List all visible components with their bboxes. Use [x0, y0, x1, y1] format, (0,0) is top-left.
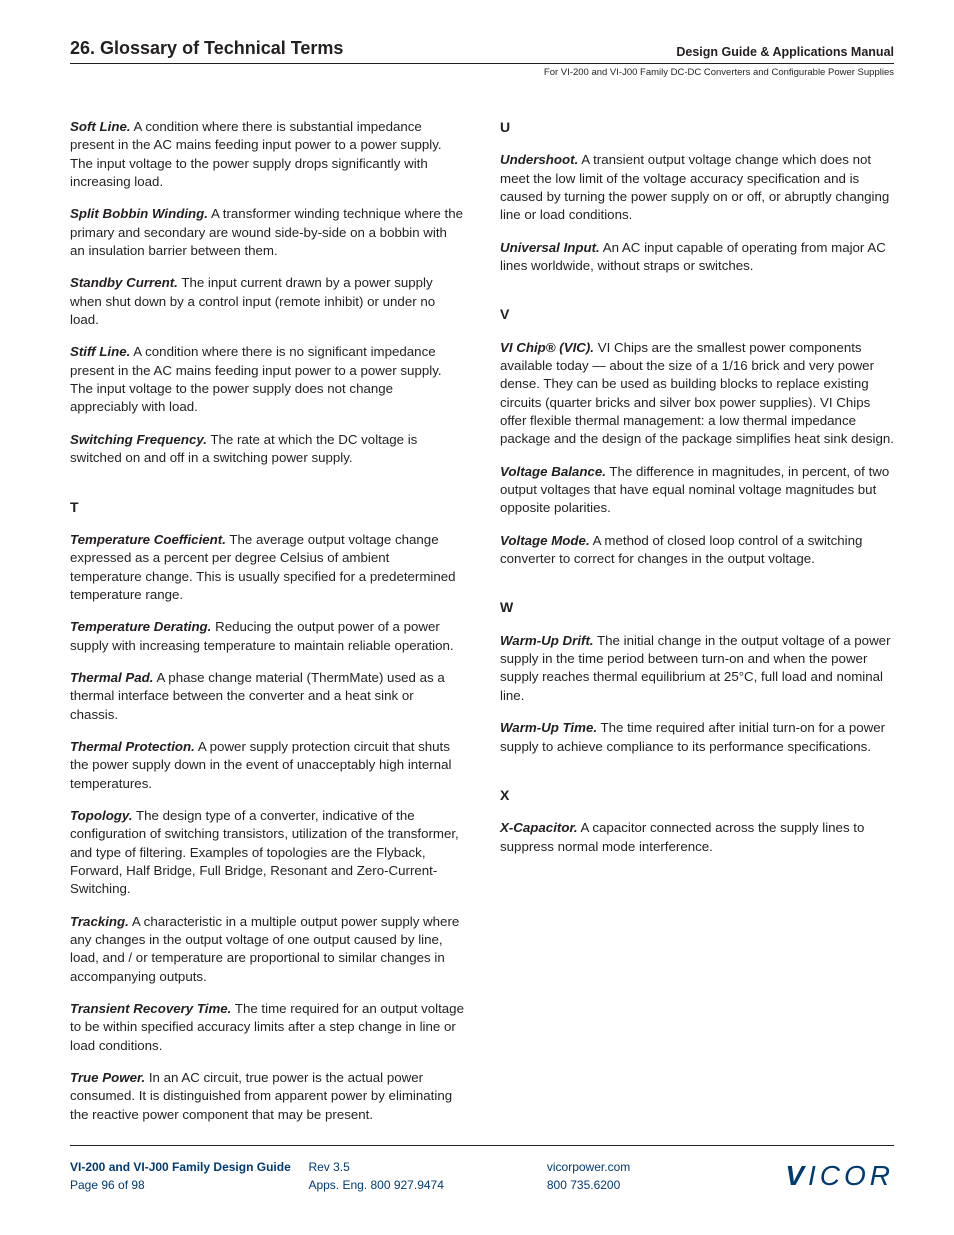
manual-subtitle: For VI-200 and VI-J00 Family DC-DC Conve… [70, 64, 894, 78]
glossary-entry: Split Bobbin Winding. A transformer wind… [70, 205, 464, 260]
section-letter-w: W [500, 598, 894, 617]
term: Switching Frequency. [70, 432, 207, 447]
term: Tracking. [70, 914, 129, 929]
section-title: 26. Glossary of Technical Terms [70, 38, 343, 59]
glossary-entry: Universal Input. An AC input capable of … [500, 239, 894, 276]
section-letter-u: U [500, 118, 894, 137]
content-columns: Soft Line. A condition where there is su… [70, 118, 894, 1138]
section-letter-x: X [500, 786, 894, 805]
term: Voltage Mode. [500, 533, 590, 548]
glossary-entry: Temperature Coefficient. The average out… [70, 531, 464, 604]
glossary-entry: Thermal Pad. A phase change material (Th… [70, 669, 464, 724]
term: Warm-Up Drift. [500, 633, 594, 648]
term: Stiff Line. [70, 344, 130, 359]
glossary-entry: True Power. In an AC circuit, true power… [70, 1069, 464, 1124]
term: Split Bobbin Winding. [70, 206, 208, 221]
term: Thermal Pad. [70, 670, 154, 685]
glossary-entry: Soft Line. A condition where there is su… [70, 118, 464, 191]
section-letter-t: T [70, 498, 464, 517]
definition: VI Chips are the smallest power componen… [500, 340, 894, 447]
glossary-entry: Voltage Mode. A method of closed loop co… [500, 532, 894, 569]
glossary-entry: Temperature Derating. Reducing the outpu… [70, 618, 464, 655]
vicor-logo: VICOR [785, 1160, 894, 1191]
term: Temperature Coefficient. [70, 532, 226, 547]
term: Standby Current. [70, 275, 178, 290]
term: VI Chip® (VIC). [500, 340, 594, 355]
glossary-entry: X-Capacitor. A capacitor connected acros… [500, 819, 894, 856]
glossary-entry: Warm-Up Time. The time required after in… [500, 719, 894, 756]
glossary-entry: Switching Frequency. The rate at which t… [70, 431, 464, 468]
footer-website: vicorpower.com [547, 1159, 785, 1176]
glossary-entry: Standby Current. The input current drawn… [70, 274, 464, 329]
page-header: 26. Glossary of Technical Terms Design G… [70, 38, 894, 64]
term: True Power. [70, 1070, 145, 1085]
term: Voltage Balance. [500, 464, 606, 479]
glossary-entry: Undershoot. A transient output voltage c… [500, 151, 894, 224]
glossary-entry: Stiff Line. A condition where there is n… [70, 343, 464, 416]
glossary-entry: Tracking. A characteristic in a multiple… [70, 913, 464, 986]
glossary-entry: Thermal Protection. A power supply prote… [70, 738, 464, 793]
term: Universal Input. [500, 240, 600, 255]
term: Topology. [70, 808, 133, 823]
section-letter-v: V [500, 305, 894, 324]
term: Transient Recovery Time. [70, 1001, 231, 1016]
term: Thermal Protection. [70, 739, 195, 754]
glossary-entry: Warm-Up Drift. The initial change in the… [500, 632, 894, 705]
glossary-entry: Transient Recovery Time. The time requir… [70, 1000, 464, 1055]
footer-guide-title: VI-200 and VI-J00 Family Design Guide [70, 1159, 308, 1176]
glossary-entry: Topology. The design type of a converter… [70, 807, 464, 899]
right-column: U Undershoot. A transient output voltage… [500, 118, 894, 1138]
glossary-entry: Voltage Balance. The difference in magni… [500, 463, 894, 518]
term: X-Capacitor. [500, 820, 578, 835]
footer-page-number: Page 96 of 98 [70, 1177, 308, 1194]
page-footer: VI-200 and VI-J00 Family Design Guide Pa… [70, 1145, 894, 1197]
manual-title: Design Guide & Applications Manual [676, 45, 894, 59]
glossary-entry: VI Chip® (VIC). VI Chips are the smalles… [500, 339, 894, 449]
term: Undershoot. [500, 152, 578, 167]
definition: A characteristic in a multiple output po… [70, 914, 459, 984]
left-column: Soft Line. A condition where there is su… [70, 118, 464, 1138]
term: Temperature Derating. [70, 619, 211, 634]
footer-revision: Rev 3.5 [308, 1159, 546, 1176]
footer-phone: 800 735.6200 [547, 1177, 785, 1194]
footer-apps-eng: Apps. Eng. 800 927.9474 [308, 1177, 546, 1194]
term: Soft Line. [70, 119, 131, 134]
term: Warm-Up Time. [500, 720, 597, 735]
